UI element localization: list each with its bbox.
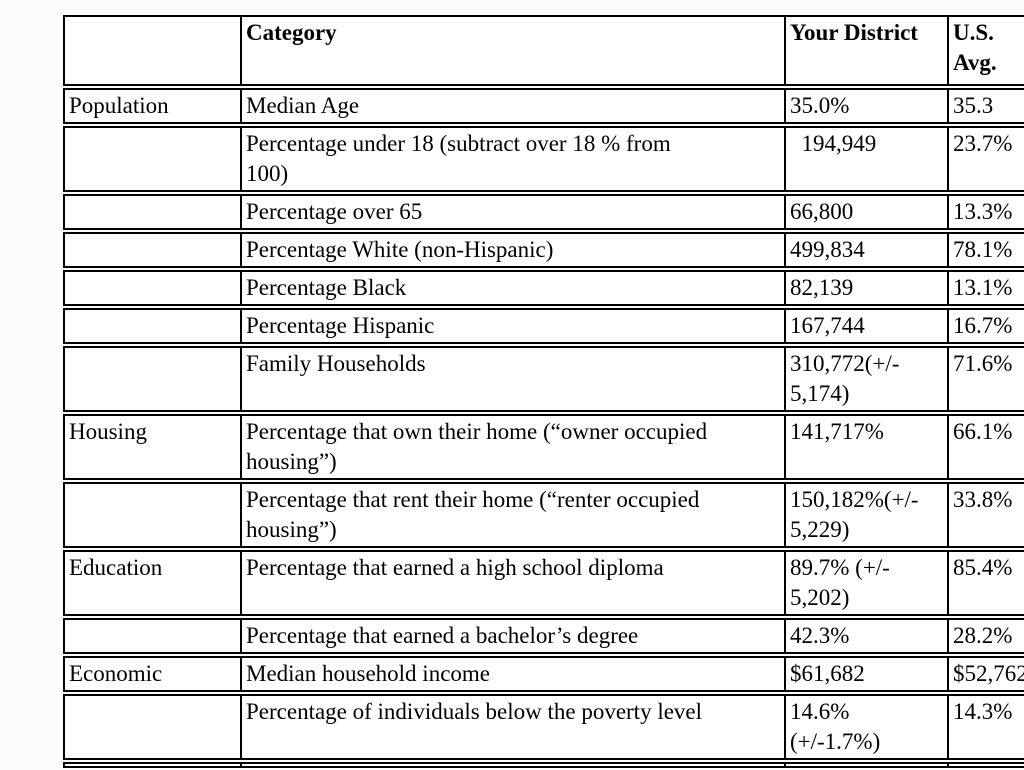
group-label-cell: Population <box>63 88 240 124</box>
group-label-cell <box>63 126 240 192</box>
table-header: Category Your District U.S. Avg. <box>63 15 1024 86</box>
your-district-value-cell: 310,772(+/- 5,174) <box>784 346 947 412</box>
category-cell: Percentage that rent their home (“renter… <box>240 482 784 548</box>
us-avg-value-cell: 13.1% <box>947 270 1024 306</box>
category-cell <box>240 762 784 768</box>
table-row: Percentage Hispanic 167,744 16.7% <box>63 308 1024 344</box>
your-district-value-cell: 150,182%(+/- 5,229) <box>784 482 947 548</box>
group-label-cell <box>63 270 240 306</box>
group-label-cell <box>63 232 240 268</box>
your-district-value-cell: 167,744 <box>784 308 947 344</box>
your-district-value-cell: 82,139 <box>784 270 947 306</box>
table-row: Percentage that earned a bachelor’s degr… <box>63 618 1024 654</box>
table-body: Population Median Age 35.0% 35.3 Percent… <box>63 88 1024 768</box>
header-group-cell <box>63 15 240 86</box>
group-label-cell <box>63 762 240 768</box>
table-row: Population Median Age 35.0% 35.3 <box>63 88 1024 124</box>
us-avg-value-cell: 33.8% <box>947 482 1024 548</box>
us-avg-value-cell: 28.2% <box>947 618 1024 654</box>
category-cell: Median household income <box>240 656 784 692</box>
your-district-value-cell: $61,682 <box>784 656 947 692</box>
us-avg-value-cell: $52,762 <box>947 656 1024 692</box>
table-row: Family Households 310,772(+/- 5,174) 71.… <box>63 346 1024 412</box>
group-label-cell <box>63 482 240 548</box>
table-row: Education Percentage that earned a high … <box>63 550 1024 616</box>
category-cell: Percentage Black <box>240 270 784 306</box>
table-row: Economic Median household income $61,682… <box>63 656 1024 692</box>
table-row <box>63 762 1024 768</box>
group-label-cell <box>63 346 240 412</box>
us-avg-value-cell: 78.1% <box>947 232 1024 268</box>
table-row: Percentage under 18 (subtract over 18 % … <box>63 126 1024 192</box>
group-label-cell <box>63 694 240 760</box>
us-avg-value-cell: 13.3% <box>947 194 1024 230</box>
your-district-value-cell: 14.6% (+/-1.7%) <box>784 694 947 760</box>
category-cell: Percentage over 65 <box>240 194 784 230</box>
header-category-cell: Category <box>240 15 784 86</box>
table-row: Percentage of individuals below the pove… <box>63 694 1024 760</box>
table-row: Percentage over 65 66,800 13.3% <box>63 194 1024 230</box>
category-cell: Family Households <box>240 346 784 412</box>
table-row: Percentage that rent their home (“renter… <box>63 482 1024 548</box>
us-avg-value-cell: 35.3 <box>947 88 1024 124</box>
group-label-cell <box>63 308 240 344</box>
table-row: Percentage White (non-Hispanic) 499,834 … <box>63 232 1024 268</box>
your-district-value-cell: 499,834 <box>784 232 947 268</box>
us-avg-value-cell <box>947 762 1024 768</box>
us-avg-value-cell: 71.6% <box>947 346 1024 412</box>
category-cell: Percentage that earned a bachelor’s degr… <box>240 618 784 654</box>
category-cell: Percentage under 18 (subtract over 18 % … <box>240 126 784 192</box>
us-avg-value-cell: 85.4% <box>947 550 1024 616</box>
district-comparison-table: Category Your District U.S. Avg. Populat… <box>63 13 1024 770</box>
your-district-value-cell: 194,949 <box>784 126 947 192</box>
category-cell: Percentage Hispanic <box>240 308 784 344</box>
category-cell: Percentage White (non-Hispanic) <box>240 232 784 268</box>
your-district-value-cell <box>784 762 947 768</box>
group-label-cell: Education <box>63 550 240 616</box>
group-label-cell: Economic <box>63 656 240 692</box>
group-label-cell <box>63 618 240 654</box>
category-cell: Median Age <box>240 88 784 124</box>
group-label-cell <box>63 194 240 230</box>
category-cell: Percentage that earned a high school dip… <box>240 550 784 616</box>
your-district-value-cell: 42.3% <box>784 618 947 654</box>
category-cell: Percentage of individuals below the pove… <box>240 694 784 760</box>
header-row: Category Your District U.S. Avg. <box>63 15 1024 86</box>
us-avg-value-cell: 66.1% <box>947 414 1024 480</box>
table-row: Housing Percentage that own their home (… <box>63 414 1024 480</box>
category-cell: Percentage that own their home (“owner o… <box>240 414 784 480</box>
header-us-avg-cell: U.S. Avg. <box>947 15 1024 86</box>
header-your-district-cell: Your District <box>784 15 947 86</box>
us-avg-value-cell: 14.3% <box>947 694 1024 760</box>
us-avg-value-cell: 23.7% <box>947 126 1024 192</box>
table-row: Percentage Black 82,139 13.1% <box>63 270 1024 306</box>
your-district-value-cell: 66,800 <box>784 194 947 230</box>
your-district-value-cell: 141,717% <box>784 414 947 480</box>
your-district-value-cell: 89.7% (+/- 5,202) <box>784 550 947 616</box>
us-avg-value-cell: 16.7% <box>947 308 1024 344</box>
group-label-cell: Housing <box>63 414 240 480</box>
your-district-value-cell: 35.0% <box>784 88 947 124</box>
